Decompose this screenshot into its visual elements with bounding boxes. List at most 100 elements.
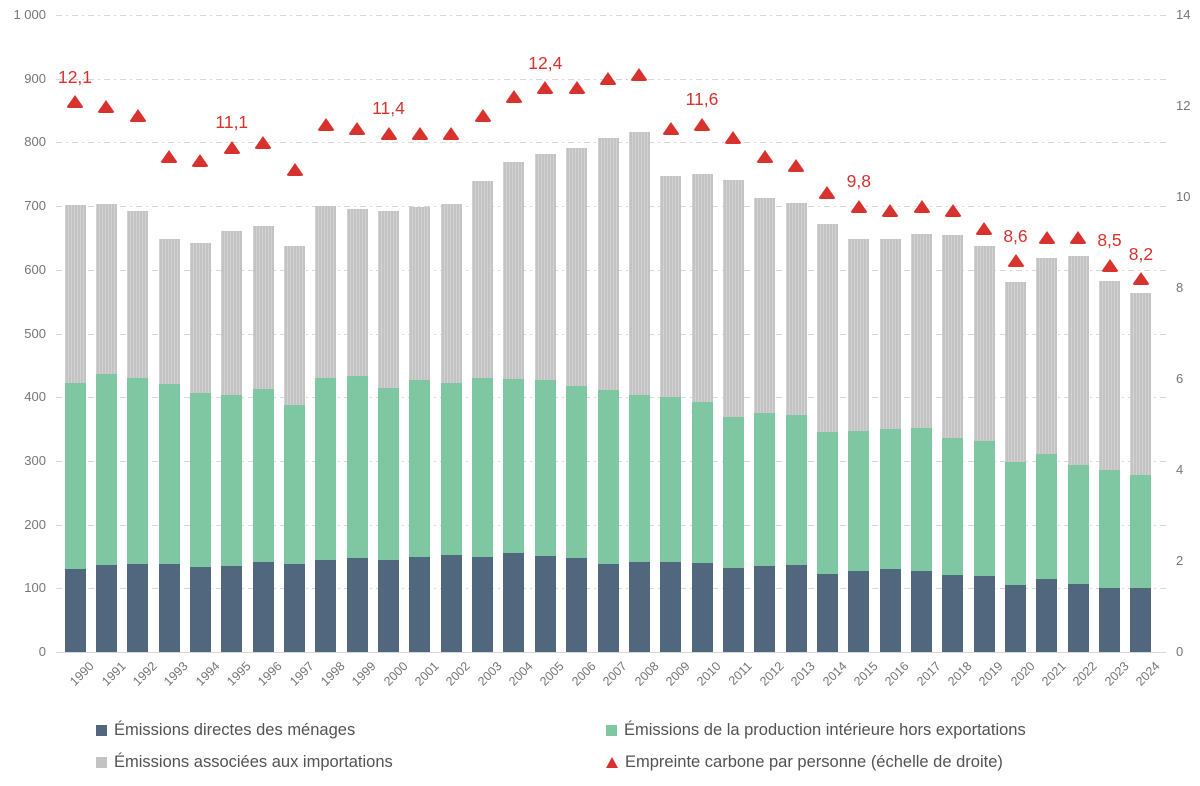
bar-segment-2019 [973,576,995,652]
empreinte-marker-2010 [693,117,711,131]
bar-segment-2017 [911,234,932,428]
bar-segment-1996 [252,225,274,389]
bar-segment-2020 [1005,461,1026,586]
bar-segment-2023 [1099,281,1120,470]
legend-item-emissions-directes-menages: Émissions directes des ménages [96,718,355,742]
bar-segment-2001 [409,380,431,557]
empreinte-marker-2013 [787,158,806,172]
bar-segment-2023 [1099,588,1120,652]
bar-segment-1991 [95,374,117,565]
bar-segment-2002 [440,204,462,383]
bar-segment-2016 [879,429,901,570]
bar-segment-1991 [95,204,117,375]
empreinte-marker-2021 [1037,231,1056,245]
right-axis-tick-label: 0 [1176,644,1184,659]
legend-item-label: Empreinte carbone par personne (échelle … [625,752,1003,771]
empreinte-value-label-2010: 11,6 [685,89,719,110]
bar-segment-1990 [64,382,86,570]
bar-segment-1992 [127,378,149,564]
empreinte-marker-2024 [1131,272,1150,286]
empreinte-marker-2011 [724,131,743,145]
bar-segment-2015 [848,571,870,652]
bar-segment-2013 [785,565,807,652]
legend: Émissions directes des ménages Émissions… [0,712,1200,782]
bar-segment-2013 [785,415,807,566]
bar-segment-2018 [942,235,964,438]
x-axis-year-label: 2016 [882,659,913,689]
bar-segment-2002 [440,382,462,556]
bar-segment-2018 [942,437,964,575]
x-axis-year-label: 2007 [600,659,630,689]
bar-segment-2017 [911,427,932,571]
right-axis-tick-label: 8 [1176,280,1184,295]
empreinte-marker-2009 [661,122,680,136]
empreinte-marker-1998 [316,117,335,131]
bar-segment-2008 [628,132,650,395]
bar-segment-2006 [566,147,588,386]
empreinte-marker-2020 [1006,254,1025,268]
bar-segment-1995 [221,231,243,395]
bar-segment-2003 [472,556,494,652]
bar-segment-2011 [722,416,744,568]
bar-segment-1998 [315,205,337,378]
bar-segment-2013 [785,202,807,415]
bar-segment-1992 [127,210,149,379]
bar-segment-2017 [911,570,932,652]
bar-segment-2022 [1067,583,1089,652]
bar-segment-2007 [597,137,619,391]
empreinte-triangle-icon [606,756,618,768]
x-axis-year-label: 2000 [380,659,411,689]
x-axis-year-label: 2024 [1133,659,1163,689]
x-axis-year-label: 1990 [67,659,97,689]
legend-item-empreinte-carbone: Empreinte carbone par personne (échelle … [606,750,1003,774]
bar-segment-2014 [816,223,838,432]
bar-segment-1997 [284,563,305,652]
left-axis-tick-label: 400 [24,389,46,405]
empreinte-marker-2003 [473,108,492,122]
bar-segment-2015 [848,239,870,431]
bar-segment-2024 [1130,474,1152,589]
empreinte-marker-1991 [97,99,116,113]
bar-segment-2012 [754,197,776,414]
bar-segment-1993 [158,383,180,565]
bar-segment-1999 [346,208,368,376]
empreinte-marker-1992 [128,108,147,122]
empreinte-marker-2023 [1100,258,1119,272]
bar-segment-2007 [597,563,619,652]
x-axis-year-label: 2005 [537,659,568,689]
gridline [56,15,1166,16]
bar-segment-2024 [1130,588,1152,652]
x-axis-year-label: 2021 [1039,659,1069,689]
x-axis-year-label: 2017 [913,659,944,689]
right-axis-tick-label: 4 [1176,462,1184,477]
bar-segment-2022 [1067,256,1089,465]
empreinte-value-label-2024: 8,2 [1128,243,1154,264]
right-axis-tick-label: 6 [1176,371,1184,386]
bar-segment-2004 [503,378,525,554]
bar-segment-2019 [973,246,995,441]
bar-segment-1997 [284,404,305,564]
x-axis-year-label: 1995 [224,659,254,689]
empreinte-marker-2014 [818,185,837,199]
x-axis-year-label: 2009 [662,659,693,689]
menages-swatch-icon [96,724,107,736]
x-axis-year-label: 2013 [788,659,818,689]
bar-segment-2021 [1036,453,1058,580]
left-axis-tick-label: 300 [24,452,46,468]
bar-segment-2011 [722,179,744,417]
bar-segment-2001 [409,206,431,380]
x-axis-year-label: 2012 [757,659,787,689]
bar-segment-2016 [879,569,901,652]
bar-segment-1993 [158,239,180,384]
bar-segment-2004 [503,161,525,379]
legend-item-label: Émissions associées aux importations [114,752,393,771]
empreinte-marker-2018 [943,204,962,218]
bar-segment-1995 [221,566,243,652]
empreinte-marker-2005 [536,81,555,95]
legend-item-label: Émissions directes des ménages [114,720,356,739]
x-axis-year-label: 2015 [851,659,881,689]
empreinte-marker-2000 [379,126,398,140]
empreinte-marker-1996 [254,135,273,149]
bar-segment-2006 [566,557,588,652]
